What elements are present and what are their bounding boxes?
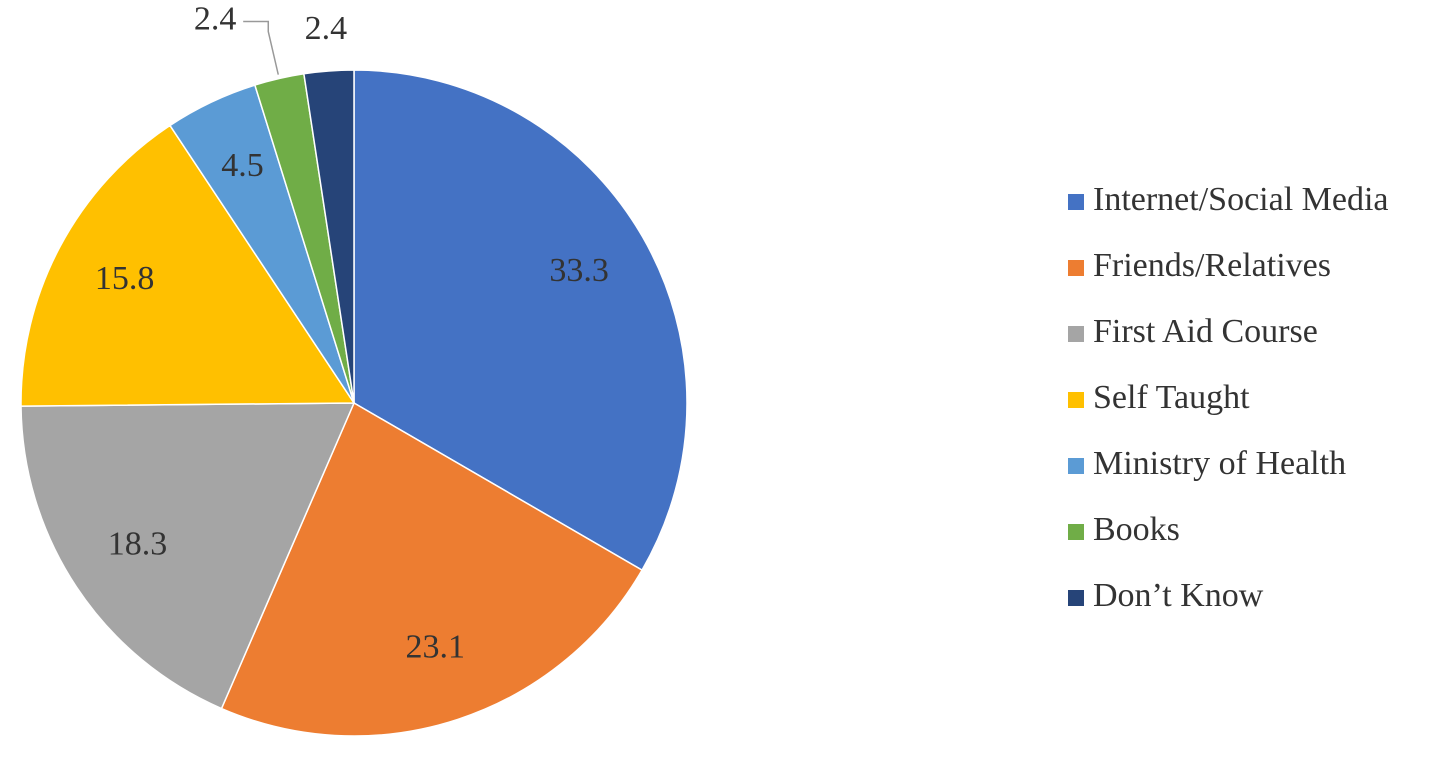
pie-slice [353,69,688,572]
legend-label: Friends/Relatives [1093,247,1331,284]
legend-swatch [1068,326,1084,342]
data-label: 33.3 [549,252,609,289]
pie-slice [303,69,355,404]
legend-swatch [1068,524,1084,540]
legend-label: Self Taught [1093,379,1250,416]
legend-label: Ministry of Health [1093,445,1346,482]
legend-label: Don’t Know [1093,577,1264,614]
legend-label: Internet/Social Media [1093,181,1389,218]
data-label: 2.4 [194,0,237,37]
legend-swatch [1068,590,1084,606]
legend-swatch [1068,458,1084,474]
pie-slice [220,401,644,737]
legend-label: Books [1093,511,1180,548]
legend-swatch [1068,260,1084,276]
data-label: 2.4 [305,10,348,47]
leader-line [243,20,280,75]
data-label: 23.1 [405,629,465,666]
legend-swatch [1068,392,1084,408]
data-label: 4.5 [221,147,264,184]
legend-swatch [1068,194,1084,210]
legend-label: First Aid Course [1093,313,1318,350]
data-label: 15.8 [95,260,155,297]
pie-slice [20,402,356,710]
data-label: 18.3 [108,525,168,562]
pie-slice [20,124,356,407]
